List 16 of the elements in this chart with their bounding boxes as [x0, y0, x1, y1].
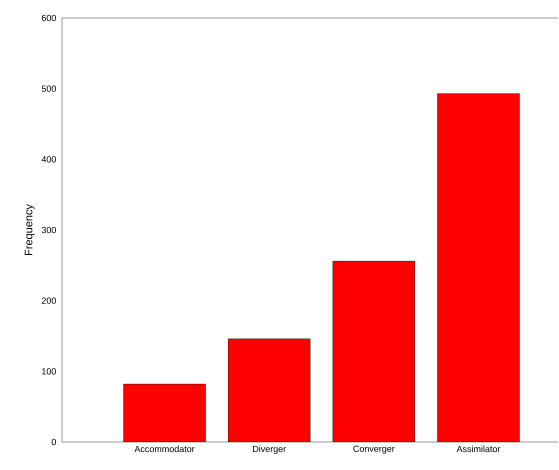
- y-tick-label: 200: [42, 297, 56, 304]
- y-tick-label: 100: [42, 368, 56, 375]
- y-tick-label: 400: [42, 156, 56, 163]
- x-tick-label: Diverger: [252, 446, 286, 454]
- x-tick-label: Converger: [353, 446, 395, 454]
- x-tick-label: Accommodator: [134, 446, 195, 452]
- y-tick-label: 0: [52, 438, 56, 446]
- bar: [332, 261, 415, 442]
- y-tick-label: 600: [42, 14, 56, 22]
- y-axis-title: Frequency: [24, 204, 35, 255]
- y-tick-label: 300: [42, 226, 56, 234]
- y-tick-label: 500: [42, 85, 56, 92]
- x-tick-label: Assimilator: [456, 446, 500, 452]
- bar: [228, 338, 310, 442]
- bar: [437, 93, 520, 442]
- bar: [124, 384, 206, 442]
